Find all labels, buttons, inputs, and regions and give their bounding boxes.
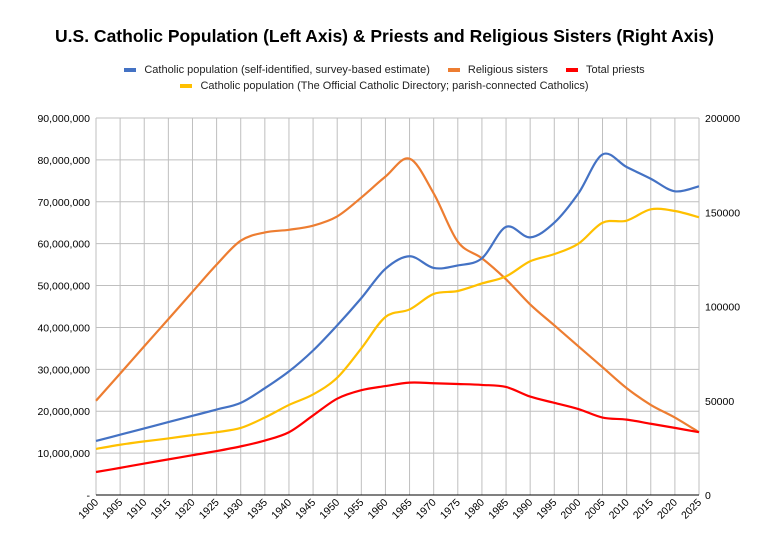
- x-tick-label: 2005: [583, 497, 608, 522]
- legend: Catholic population (self-identified, su…: [0, 64, 769, 76]
- x-tick-label: 1910: [124, 497, 149, 522]
- x-tick-label: 1940: [269, 497, 294, 522]
- left-tick-label: 90,000,000: [37, 113, 90, 125]
- x-tick-label: 1965: [390, 497, 415, 522]
- left-tick-label: 40,000,000: [37, 322, 90, 334]
- legend-item: Religious sisters: [447, 64, 548, 76]
- right-tick-label: 50000: [705, 396, 734, 408]
- x-tick-label: 2010: [607, 497, 632, 522]
- legend-label: Catholic population (The Official Cathol…: [200, 80, 589, 92]
- right-tick-label: 100000: [705, 302, 740, 314]
- legend-swatch: [565, 68, 578, 72]
- legend-swatch: [180, 84, 193, 88]
- legend-item: Catholic population (The Official Cathol…: [180, 80, 589, 92]
- left-tick-label: 30,000,000: [37, 364, 90, 376]
- x-tick-label: 1945: [293, 497, 318, 522]
- x-tick-label: 1960: [366, 497, 391, 522]
- series-line-2: [95, 381, 700, 474]
- left-tick-label: 80,000,000: [37, 155, 90, 167]
- x-tick-label: 2020: [655, 497, 680, 522]
- x-tick-label: 1915: [148, 497, 173, 522]
- legend-label: Catholic population (self-identified, su…: [144, 64, 430, 76]
- left-tick-label: 50,000,000: [37, 281, 90, 293]
- x-tick-label: 1975: [438, 497, 463, 522]
- x-tick-label: 1995: [534, 497, 559, 522]
- right-tick-label: 150000: [705, 207, 740, 219]
- x-tick-label: 1925: [197, 497, 222, 522]
- x-tick-label: 2000: [559, 497, 584, 522]
- x-tick-label: 1970: [414, 497, 439, 522]
- x-tick-label: 2025: [679, 497, 704, 522]
- legend-row-2: Catholic population (The Official Cathol…: [0, 80, 769, 92]
- left-tick-label: 60,000,000: [37, 239, 90, 251]
- legend-item: Total priests: [565, 64, 645, 76]
- left-tick-label: 70,000,000: [37, 197, 90, 209]
- x-tick-label: 1900: [76, 497, 101, 522]
- left-tick-label: 20,000,000: [37, 406, 90, 418]
- x-tick-label: 1905: [100, 497, 125, 522]
- x-tick-label: 1930: [221, 497, 246, 522]
- series-line-0: [95, 152, 700, 443]
- right-tick-label: 0: [705, 490, 711, 502]
- left-tick-label: -: [87, 490, 91, 502]
- legend-label: Religious sisters: [467, 64, 548, 76]
- left-tick-label: 10,000,000: [37, 448, 90, 460]
- x-tick-label: 1980: [462, 497, 487, 522]
- x-tick-label: 1950: [317, 497, 342, 522]
- series-line-1: [95, 157, 700, 434]
- x-tick-label: 1935: [245, 497, 270, 522]
- x-tick-label: 2015: [631, 497, 656, 522]
- legend-label: Total priests: [585, 64, 645, 76]
- legend-swatch: [124, 68, 137, 72]
- x-tick-label: 1990: [510, 497, 535, 522]
- x-tick-label: 1985: [486, 497, 511, 522]
- x-tick-label: 1955: [341, 497, 366, 522]
- legend-swatch: [447, 68, 460, 72]
- series-line-3: [95, 207, 700, 451]
- chart-title: U.S. Catholic Population (Left Axis) & P…: [55, 26, 714, 46]
- right-tick-label: 200000: [705, 113, 740, 125]
- x-tick-label: 1920: [173, 497, 198, 522]
- legend-item: Catholic population (self-identified, su…: [124, 64, 430, 76]
